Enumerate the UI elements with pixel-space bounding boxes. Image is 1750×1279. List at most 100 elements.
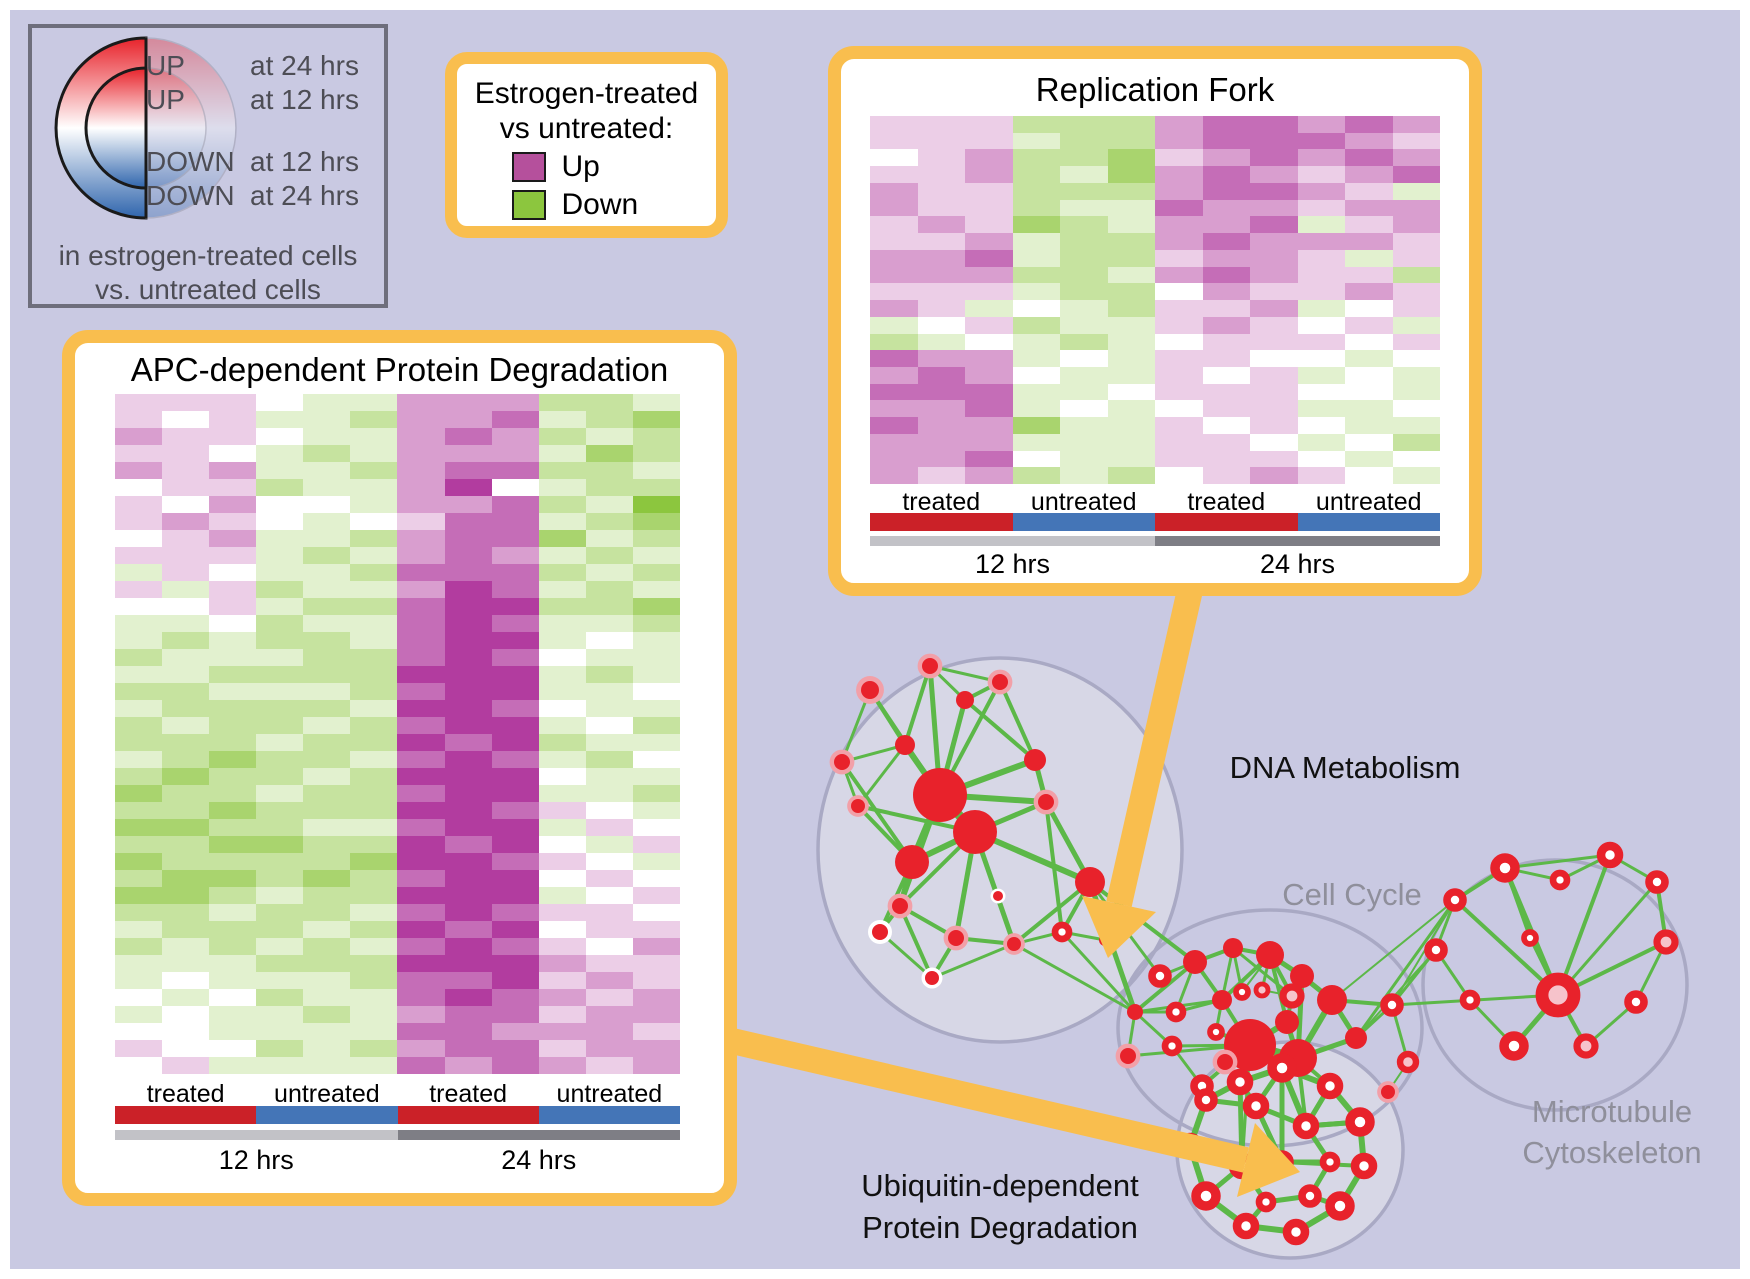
heatmap-cell [444,632,492,649]
heatmap-cell [1107,249,1155,267]
heatmap-cell [1297,266,1345,284]
heatmap-cell [491,700,539,717]
group-bar-segment-untreated [256,1106,398,1124]
heatmap-cell [491,581,539,598]
heatmap-cell [303,496,351,513]
heatmap-row [115,785,680,802]
heatmap-row [870,249,1440,267]
updown-dir-label: UP [146,50,185,81]
heatmap-cell [209,462,257,479]
heatmap-cell [209,479,257,496]
heatmap-cell [491,411,539,428]
network-node-halo-core [1217,1054,1233,1070]
heatmap-cell [303,1006,351,1023]
updown-caption-line2: vs. untreated cells [95,274,321,305]
heatmap-cell [256,632,304,649]
heatmap-cell [444,666,492,683]
heatmap-cell [162,955,210,972]
heatmap-cell [538,1040,586,1057]
heatmap-cell [538,683,586,700]
heatmap-cell [162,734,210,751]
heatmap-cell [303,666,351,683]
heatmap-row [870,116,1440,133]
heatmap-cell [1202,333,1250,351]
heatmap-cell [538,921,586,938]
heatmap-cell [491,1006,539,1023]
heatmap-cell [256,870,304,887]
heatmap-cell [444,547,492,564]
heatmap-cell [162,768,210,785]
heatmap-cell [491,394,539,411]
heatmap-cell [115,581,163,598]
heatmap-cell [444,989,492,1006]
heatmap-cell [303,836,351,853]
heatmap-cell [1202,400,1250,418]
heatmap-cell [1155,249,1203,267]
heatmap-cell [350,904,398,921]
heatmap-cell [162,632,210,649]
heatmap-cell [1107,467,1155,485]
heatmap-cell [917,450,965,468]
heatmap-row [115,1023,680,1040]
heatmap-row [115,717,680,734]
heatmap-cell [1250,400,1298,418]
heatmap-cell [1012,350,1060,368]
heatmap-row [870,316,1440,334]
heatmap-cell [632,632,680,649]
heatmap-cell [209,394,257,411]
heatmap-cell [397,1006,445,1023]
network-node-donut [1459,989,1481,1011]
heatmap-cell [1202,433,1250,451]
heatmap-cell [870,216,918,234]
heatmap-cell [1155,132,1203,150]
updown-color-scale-icon [54,36,237,220]
heatmap-cell [1345,350,1393,368]
heatmap-cell [1012,383,1060,401]
network-node-halo-core [1038,794,1054,810]
heatmap-cell [444,836,492,853]
heatmap-cell [397,955,445,972]
heatmap-cell [303,615,351,632]
heatmap-cell [256,972,304,989]
heatmap-cell [1060,417,1108,434]
network-node-red [1317,985,1347,1015]
heatmap-cell [538,802,586,819]
heatmap-cell [1012,316,1060,334]
heatmap-row [115,496,680,513]
heatmap-cell [397,700,445,717]
heatmap-cell [632,1040,680,1057]
heatmap-cell [1155,199,1203,217]
heatmap-cell [538,462,586,479]
heatmap-cell [350,819,398,836]
heatmap-cell [870,182,918,200]
network-node-red [1024,749,1046,771]
heatmap-cell [209,870,257,887]
heatmap-cell [209,411,257,428]
heatmap-cell [115,564,163,581]
heatmap-cell [444,938,492,955]
network-edge [998,681,1037,761]
heatmap-row [115,598,680,615]
heatmap-cell [1345,149,1393,167]
network-node-donut [1051,921,1073,943]
heatmap-cell [115,479,163,496]
heatmap-cell [1250,182,1298,200]
heatmap-cell [162,870,210,887]
heatmap-cell [538,530,586,547]
heatmap-cell [1297,249,1345,267]
heatmap-cell [115,649,163,666]
network-node-donut [1325,1191,1355,1221]
network-node-halo-core [861,681,879,699]
heatmap-cell [585,530,633,547]
heatmap-cell [632,649,680,666]
heatmap-cell [397,462,445,479]
heatmap-cell [632,598,680,615]
heatmap-cell [1107,182,1155,200]
heatmap-cell [1107,333,1155,351]
heatmap-cell [162,717,210,734]
heatmap-cell [1392,132,1440,150]
heatmap-cell [1012,333,1060,351]
heatmap-cell [917,199,965,217]
heatmap-cell [538,870,586,887]
heatmap-cell [1107,350,1155,368]
